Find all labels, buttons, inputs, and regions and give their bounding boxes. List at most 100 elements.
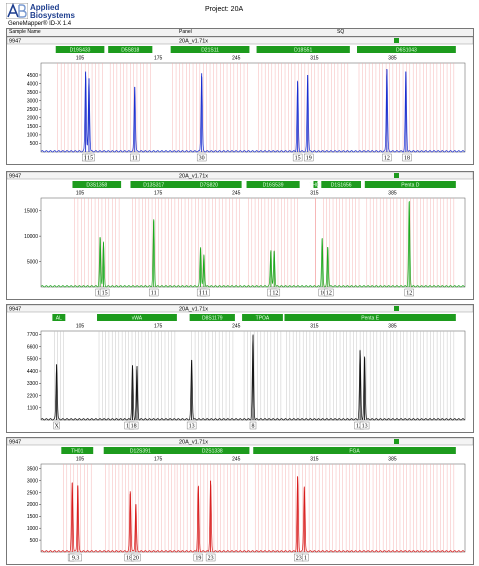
allele-call-box (130, 153, 140, 162)
green-dye-panel: 9947 20A_v1.71x D3S1358 D13S317 D7S820 D16S53… (6, 171, 474, 300)
marker-label: D13S317 (143, 183, 164, 189)
marker-d6s1043 (357, 46, 456, 53)
marker-label: Penta D (401, 183, 419, 189)
x-tick-label: 175 (154, 457, 163, 463)
sample-name: 9947 (9, 174, 21, 180)
sample-name: 9947 (9, 307, 21, 313)
allele-call-label: 19 (306, 156, 312, 162)
sizing-quality-indicator (394, 439, 399, 444)
marker-label: D5S818 (121, 48, 139, 54)
plot-area (40, 197, 466, 288)
x-tick-label: 175 (154, 191, 163, 197)
panel-name: 20A_v1.71x (179, 307, 208, 313)
y-tick-label: 4000 (27, 81, 38, 87)
x-tick-label: 315 (310, 191, 319, 197)
sample-name: 9947 (9, 39, 21, 45)
electropherogram-svg: 9947 20A_v1.71x D3S1358 D13S317 D7S820 D16S53… (7, 172, 473, 297)
allele-call-box (193, 553, 204, 562)
marker-d3s1358 (72, 181, 122, 188)
allele-call-box (402, 153, 412, 162)
allele-call-box (200, 288, 210, 297)
allele-call-label: 8 (252, 424, 255, 430)
electropherogram-svg: 9947 20A_v1.71x AL vWA D8S1179 TPOA Penta E 105… (7, 305, 473, 430)
x-tick-label: 385 (388, 457, 397, 463)
marker-label: TH01 (309, 183, 321, 189)
allele-call-box (53, 421, 60, 430)
marker-label: FGA (349, 449, 360, 455)
col-sq: SQ (337, 29, 345, 35)
marker-label: AL (56, 316, 62, 322)
allele-call-label: 18 (404, 156, 410, 162)
allele-call-box (359, 421, 370, 430)
y-tick-label: 2000 (27, 116, 38, 122)
x-tick-label: 245 (232, 191, 241, 197)
marker-label: TH01 (71, 449, 83, 455)
y-tick-label: 3000 (27, 98, 38, 104)
marker-d18s51 (256, 46, 350, 53)
y-tick-label: 2500 (27, 107, 38, 113)
allele-call-box (131, 553, 141, 562)
allele-call-box (270, 288, 281, 297)
y-tick-label: 500 (30, 141, 39, 147)
x-tick-label: 385 (388, 324, 397, 330)
y-tick-label: 1100 (27, 406, 38, 412)
marker-d16s539 (246, 181, 300, 188)
y-tick-label: 7700 (27, 332, 38, 338)
marker-label: D21S11 (201, 48, 219, 54)
y-tick-label: 3000 (27, 478, 38, 484)
allele-call-label: 20 (133, 556, 139, 562)
y-tick-label: 5000 (27, 259, 38, 265)
marker-d1s1656 (321, 181, 361, 188)
allele-call-label: 15 (295, 156, 301, 162)
app-title: GeneMapper® ID-X 1.4 (8, 21, 72, 27)
marker-d2s1338 (175, 447, 250, 454)
marker-label: D7S820 (200, 183, 218, 189)
marker-label: D18S51 (294, 48, 312, 54)
report-header: Applied Biosystems GeneMapper® ID-X 1.4 … (0, 0, 479, 30)
x-tick-label: 105 (76, 457, 85, 463)
y-tick-label: 3500 (27, 90, 38, 96)
y-tick-label: 1500 (27, 514, 38, 520)
x-tick-label: 315 (310, 324, 319, 330)
x-tick-label: 105 (76, 191, 85, 197)
allele-call-box (85, 153, 95, 162)
marker-penta-e (284, 314, 456, 321)
x-tick-label: 105 (76, 324, 85, 330)
x-tick-label: 245 (232, 324, 241, 330)
marker-th01 (61, 447, 94, 454)
allele-call-label: 18 (131, 424, 137, 430)
marker-d7s820 (176, 181, 242, 188)
allele-call-box (249, 421, 257, 430)
allele-call-label: 19 (195, 556, 201, 562)
allele-call-label: 1 (304, 556, 307, 562)
allele-call-box (302, 553, 309, 562)
marker-tpoa (242, 314, 283, 321)
x-tick-label: 385 (388, 56, 397, 62)
electropherogram-svg: 9947 20A_v1.71x TH01 D12S391 D2S1338 FGA 105 17… (7, 438, 473, 562)
x-tick-label: 315 (310, 457, 319, 463)
marker-label: D2S1338 (202, 449, 223, 455)
y-tick-label: 2000 (27, 502, 38, 508)
electropherogram-trace (40, 200, 465, 288)
x-tick-label: 245 (232, 56, 241, 62)
marker-label: TPOA (256, 316, 270, 322)
col-sample-name: Sample Name (9, 29, 41, 35)
x-tick-label: 315 (310, 56, 319, 62)
marker-d13s317 (130, 181, 177, 188)
allele-call-label: 12 (384, 156, 390, 162)
marker-label: D12S391 (130, 449, 151, 455)
project-title: Project: 20A (205, 6, 244, 13)
marker-d21s11 (170, 46, 250, 53)
marker-al (52, 314, 66, 321)
allele-call-box (99, 288, 110, 297)
allele-call-label: 12 (326, 291, 332, 297)
marker-label: D16S539 (263, 183, 284, 189)
allele-call-box (148, 288, 159, 297)
marker-penta-d (364, 181, 456, 188)
black-dye-panel: 9947 20A_v1.71x AL vWA D8S1179 TPOA Penta E 105… (6, 304, 474, 433)
blue-dye-panel: 9947 20A_v1.71x D19S433 D5S818 D21S11 D18S51 D… (6, 36, 474, 165)
marker-label: D8S1179 (202, 316, 223, 322)
allele-call-box (186, 421, 197, 430)
y-tick-label: 3500 (27, 467, 38, 473)
allele-call-label: 11 (151, 291, 157, 297)
